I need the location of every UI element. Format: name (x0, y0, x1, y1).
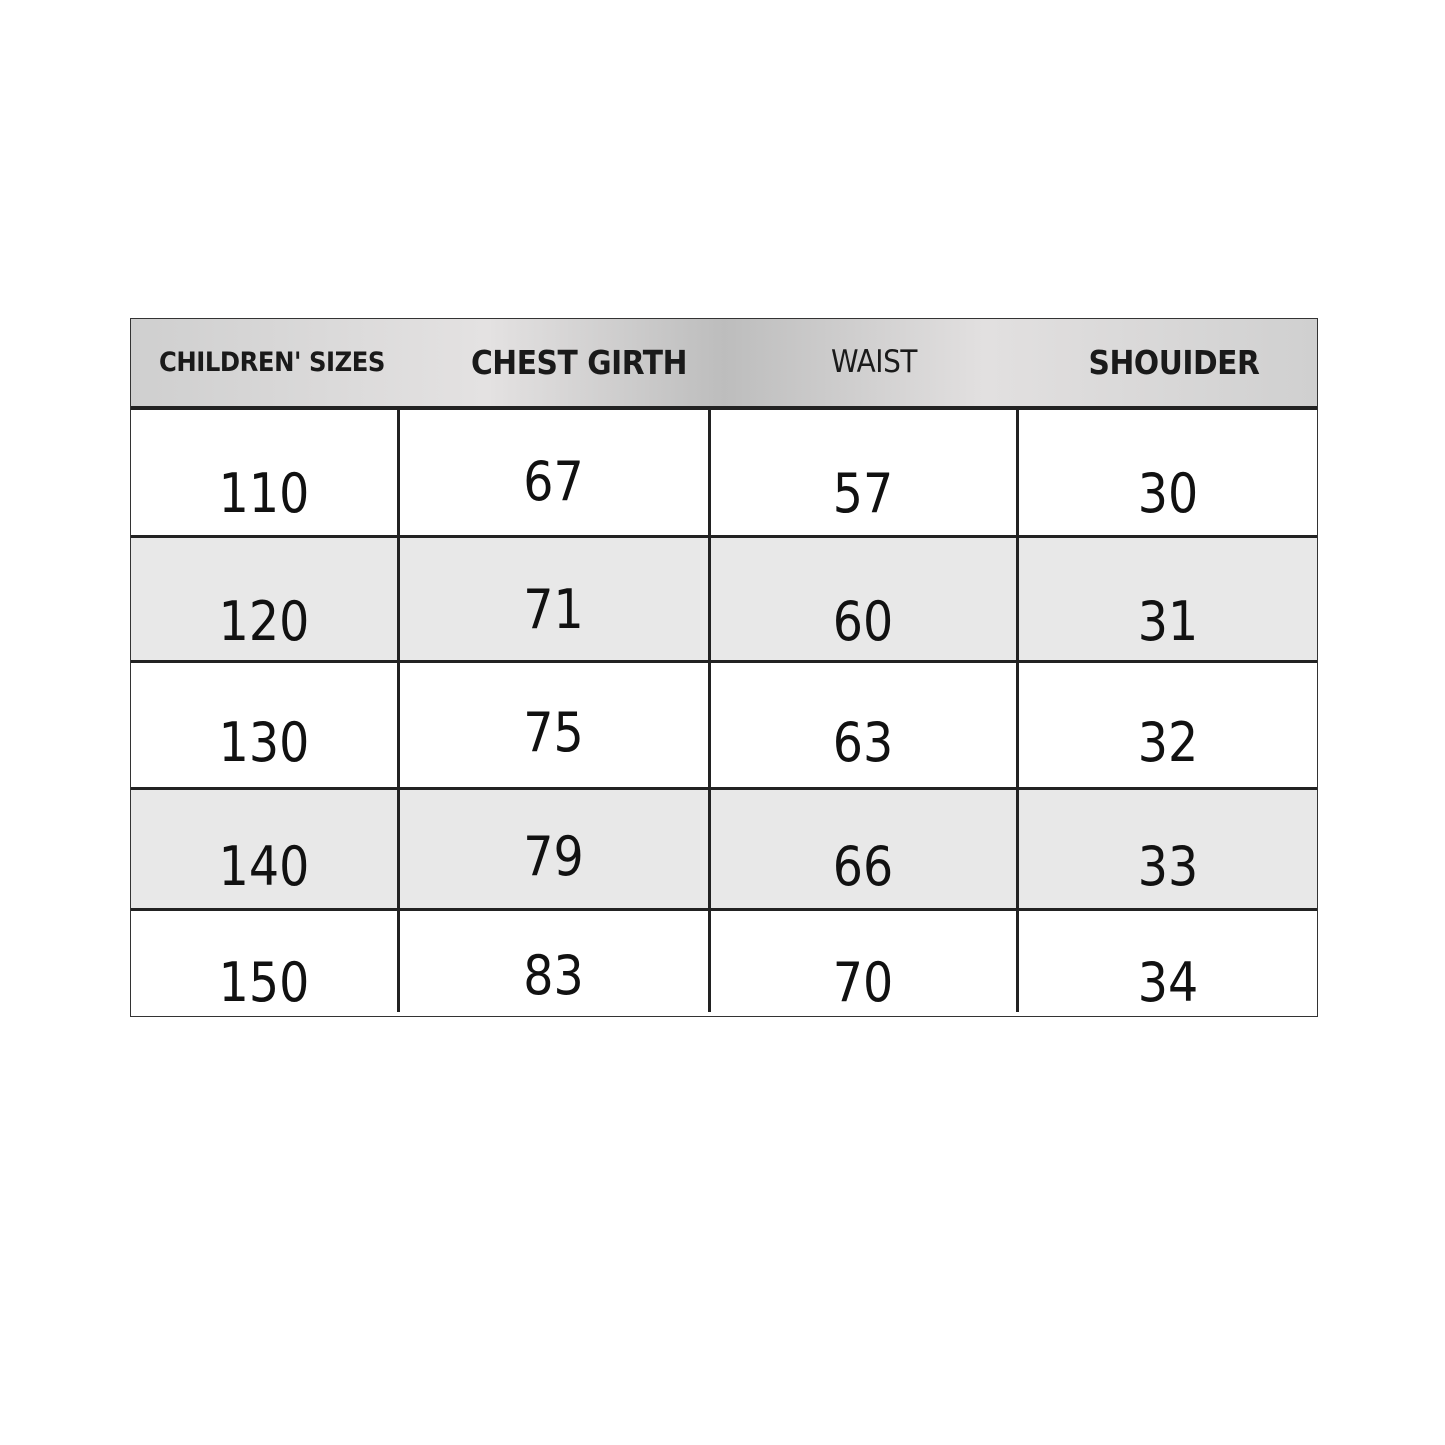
table-cell: 140 (218, 835, 310, 898)
table-cell: 66 (832, 835, 894, 898)
header-chest-girth: CHEST GIRTH (470, 343, 688, 382)
column-divider (708, 410, 711, 1012)
table-cell: 83 (523, 944, 584, 1007)
header-shoulder: SHOUIDER (1088, 343, 1260, 382)
table-cell: 71 (523, 578, 584, 641)
table-header: CHILDREN' SIZES CHEST GIRTH WAIST SHOUID… (131, 319, 1317, 410)
column-divider (1016, 410, 1019, 1012)
table-cell: 150 (218, 951, 310, 1014)
table-row: 110 67 57 30 (131, 410, 1317, 538)
table-cell: 110 (218, 462, 310, 525)
table-cell: 34 (1137, 951, 1199, 1014)
table-cell: 32 (1137, 711, 1199, 774)
table-row: 140 79 66 33 (131, 790, 1317, 911)
size-chart-table: CHILDREN' SIZES CHEST GIRTH WAIST SHOUID… (130, 318, 1318, 1017)
table-cell: 60 (832, 590, 894, 653)
table-cell: 120 (218, 590, 310, 653)
table-row: 130 75 63 32 (131, 663, 1317, 790)
table-row: 150 83 70 34 (131, 911, 1317, 1018)
table-cell: 75 (523, 701, 584, 764)
table-cell: 63 (832, 711, 894, 774)
table-row: 120 71 60 31 (131, 538, 1317, 663)
table-cell: 130 (218, 711, 310, 774)
header-waist: WAIST (831, 344, 917, 380)
table-cell: 57 (832, 462, 894, 525)
table-cell: 79 (523, 825, 584, 888)
table-cell: 31 (1137, 590, 1199, 653)
header-children-sizes: CHILDREN' SIZES (159, 347, 385, 378)
table-cell: 70 (832, 951, 894, 1014)
table-cell: 33 (1137, 835, 1199, 898)
table-cell: 67 (523, 450, 584, 513)
column-divider (397, 410, 400, 1012)
table-cell: 30 (1137, 462, 1199, 525)
